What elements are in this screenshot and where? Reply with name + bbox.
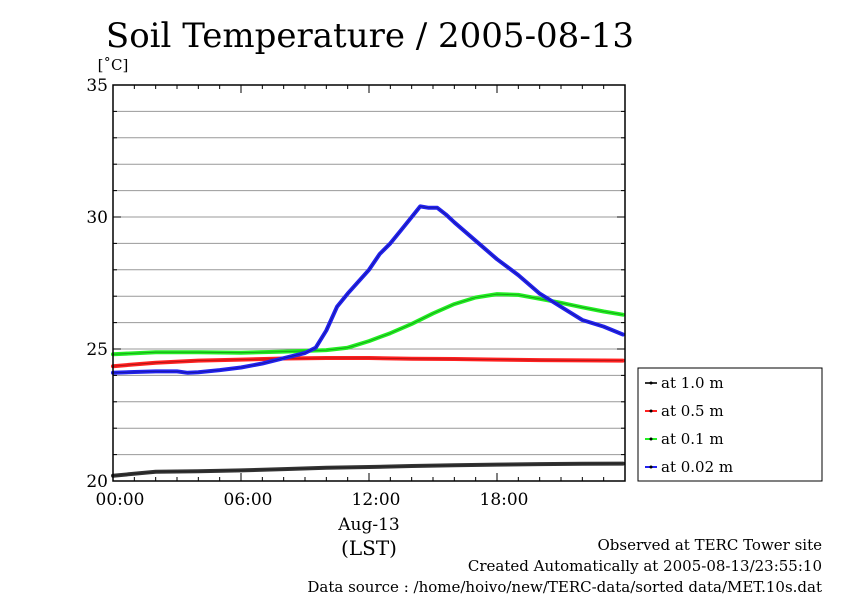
x-tick-label: 12:00	[352, 490, 401, 510]
series-line-0	[111, 461, 625, 478]
legend-label: at 0.1 m	[661, 430, 724, 448]
series-line-2	[111, 292, 625, 357]
legend-frame	[637, 367, 823, 482]
x-axis-date-label: Aug-13	[337, 515, 399, 535]
y-tick-label: 35	[86, 76, 108, 96]
series-layer	[111, 204, 625, 478]
series-line-core-1	[112, 357, 623, 367]
legend-label: at 1.0 m	[661, 374, 724, 392]
series-line-1	[111, 356, 625, 369]
x-tick-label: 18:00	[480, 490, 529, 510]
legend-marker	[649, 381, 653, 385]
footer-data-source: Data source : /home/hoivo/new/TERC-data/…	[307, 578, 822, 595]
y-tick-label: 25	[86, 340, 108, 360]
series-line-3	[111, 204, 625, 375]
series-line-core-0	[112, 463, 623, 477]
y-tick-label: 20	[86, 472, 108, 492]
grid-lines	[113, 110, 625, 456]
legend-marker	[649, 409, 653, 413]
x-axis: 00:00 06:00 12:00 18:00	[96, 85, 626, 510]
chart-title: Soil Temperature / 2005-08-13	[106, 16, 634, 56]
x-tick-label: 06:00	[224, 490, 273, 510]
legend-marker	[649, 465, 653, 469]
legend: at 1.0 m at 0.5 m at 0.1 m at 0.02 m	[637, 367, 823, 482]
plot-frame	[112, 84, 626, 482]
y-tick-label: 30	[86, 208, 108, 228]
series-line-core-3	[112, 205, 624, 374]
series-line-core-2	[112, 293, 623, 355]
legend-marker	[649, 437, 653, 441]
x-axis-title: (LST)	[341, 536, 397, 560]
y-axis-unit-label: [˚C]	[98, 56, 129, 74]
footer-created: Created Automatically at 2005-08-13/23:5…	[468, 557, 822, 575]
y-axis: 20 25 30 35	[86, 76, 625, 492]
footer-observed: Observed at TERC Tower site	[597, 536, 822, 554]
legend-label: at 0.02 m	[661, 458, 733, 476]
legend-label: at 0.5 m	[661, 402, 724, 420]
x-tick-label: 00:00	[96, 490, 145, 510]
